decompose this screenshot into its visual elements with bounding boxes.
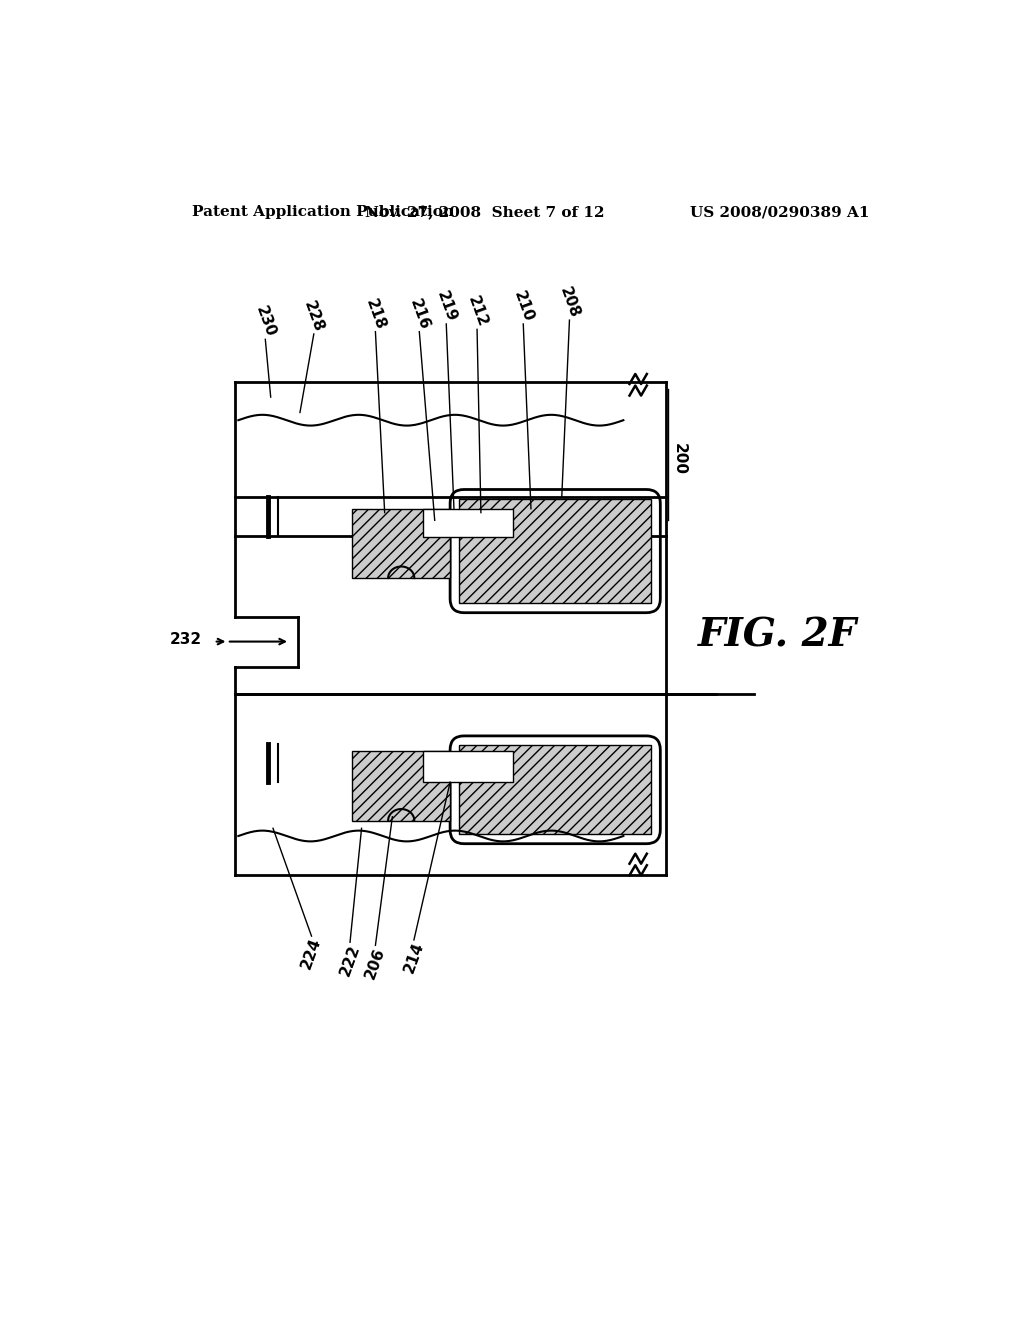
Bar bbox=[460, 499, 651, 603]
Text: 224: 224 bbox=[299, 936, 324, 972]
FancyBboxPatch shape bbox=[451, 737, 660, 843]
Text: US 2008/0290389 A1: US 2008/0290389 A1 bbox=[690, 206, 869, 219]
Bar bbox=[352, 508, 451, 578]
Text: 230: 230 bbox=[253, 304, 278, 339]
Bar bbox=[423, 508, 513, 537]
Bar bbox=[352, 751, 451, 821]
Text: 228: 228 bbox=[301, 298, 327, 334]
Text: 210: 210 bbox=[511, 289, 536, 323]
Text: 208: 208 bbox=[557, 285, 582, 321]
Text: 216: 216 bbox=[407, 297, 432, 331]
Bar bbox=[460, 744, 651, 834]
Text: 206: 206 bbox=[362, 945, 388, 981]
FancyBboxPatch shape bbox=[451, 490, 660, 612]
Text: 214: 214 bbox=[401, 940, 426, 975]
Text: Nov. 27, 2008  Sheet 7 of 12: Nov. 27, 2008 Sheet 7 of 12 bbox=[365, 206, 604, 219]
Text: 232: 232 bbox=[169, 632, 202, 647]
Text: 200: 200 bbox=[672, 442, 687, 475]
Bar bbox=[423, 751, 513, 781]
Text: Patent Application Publication: Patent Application Publication bbox=[193, 206, 455, 219]
Text: FIG. 2F: FIG. 2F bbox=[697, 616, 857, 655]
Text: 218: 218 bbox=[362, 297, 388, 331]
Text: 212: 212 bbox=[465, 294, 489, 330]
Text: 219: 219 bbox=[434, 289, 459, 323]
Text: 222: 222 bbox=[338, 942, 362, 978]
